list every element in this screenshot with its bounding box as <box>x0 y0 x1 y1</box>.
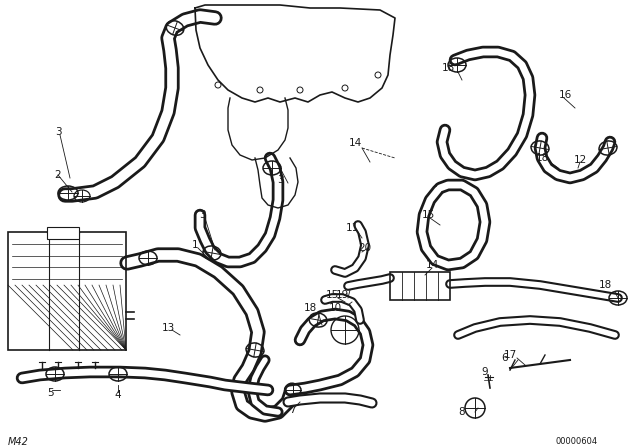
Bar <box>8 232 126 350</box>
Bar <box>47 227 79 239</box>
Text: M42: M42 <box>8 437 29 447</box>
Text: 5: 5 <box>47 388 53 398</box>
Text: 18: 18 <box>303 303 317 313</box>
Text: 3: 3 <box>198 210 205 220</box>
Text: 7: 7 <box>289 405 295 415</box>
Text: 19: 19 <box>335 290 349 300</box>
Text: 20: 20 <box>358 243 372 253</box>
Text: 14: 14 <box>426 260 438 270</box>
Text: 12: 12 <box>573 155 587 165</box>
Text: 15: 15 <box>325 290 339 300</box>
Text: 13: 13 <box>161 323 175 333</box>
Text: 14: 14 <box>348 138 362 148</box>
Text: 15: 15 <box>421 210 435 220</box>
Text: 18: 18 <box>598 280 612 290</box>
Text: 17: 17 <box>504 350 516 360</box>
Text: 11: 11 <box>346 223 358 233</box>
Text: 10: 10 <box>328 303 342 313</box>
Text: 8: 8 <box>459 407 465 417</box>
Text: 9: 9 <box>482 367 488 377</box>
Bar <box>390 272 450 300</box>
Text: 1: 1 <box>192 240 198 250</box>
Text: 00000604: 00000604 <box>555 438 597 447</box>
Text: 16: 16 <box>558 90 572 100</box>
Text: 18: 18 <box>442 63 454 73</box>
Text: 4: 4 <box>115 390 122 400</box>
Text: 18: 18 <box>536 153 548 163</box>
Text: 2: 2 <box>54 170 61 180</box>
Text: 3: 3 <box>54 127 61 137</box>
Text: 3: 3 <box>276 175 284 185</box>
Text: 6: 6 <box>502 353 508 363</box>
